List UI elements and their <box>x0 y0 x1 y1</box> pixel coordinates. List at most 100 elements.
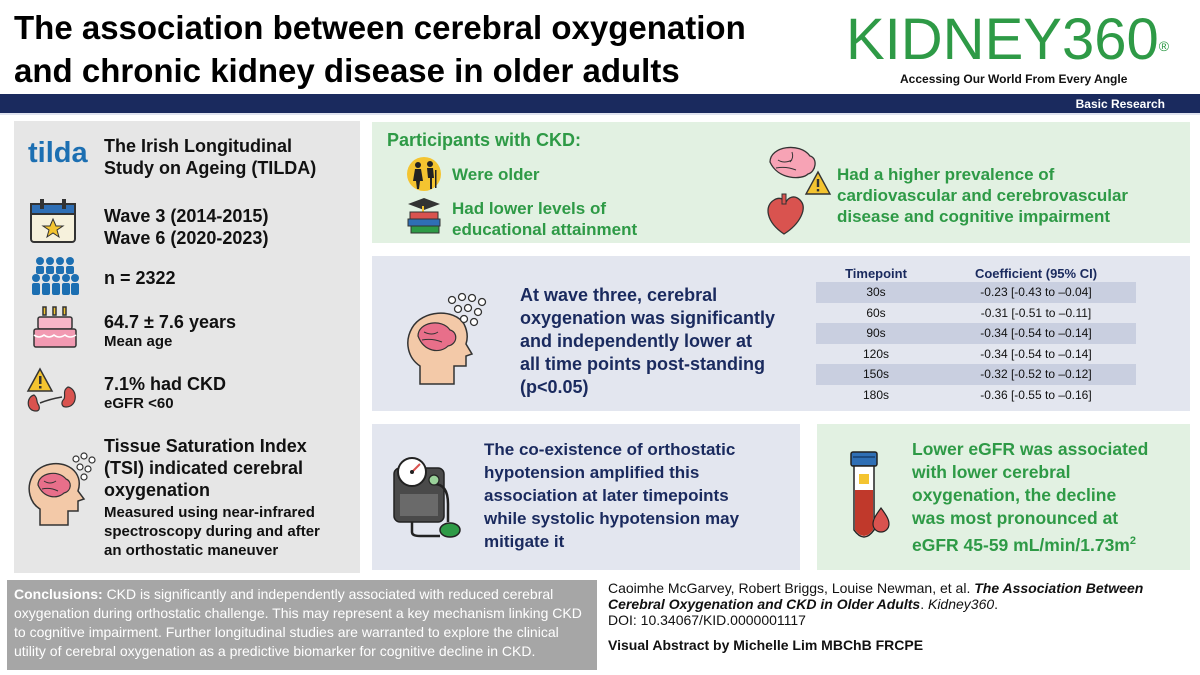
ckd-prevalence-text: Had a higher prevalence of cardiovascula… <box>837 164 1167 227</box>
timepoint-cell: 30s <box>866 285 886 300</box>
journal-tagline: Accessing Our World From Every Angle <box>900 72 1128 86</box>
coefficient-cell: -0.34 [-0.54 to –0.14] <box>980 346 1092 361</box>
study-name-line: The Irish Longitudinal <box>104 136 292 156</box>
citation: Caoimhe McGarvey, Robert Briggs, Louise … <box>608 580 1168 628</box>
brain-heart-warning-icon <box>767 146 832 235</box>
table-row: 30s -0.23 [-0.43 to –0.04] <box>816 282 1136 303</box>
timepoint-cell: 150s <box>862 367 890 382</box>
education-line: educational attainment <box>452 220 638 239</box>
tsi-detail-line: spectroscopy during and after <box>104 523 320 540</box>
orthostatic-line: association at later timepoints <box>484 486 729 505</box>
coefficient-cell: -0.31 [-0.51 to –0.11] <box>980 305 1092 320</box>
egfr-range: eGFR 45-59 mL/min/1.73m <box>912 534 1130 555</box>
study-name: The Irish Longitudinal Study on Ageing (… <box>104 135 316 179</box>
orthostatic-line: hypotension amplified this <box>484 463 700 482</box>
citation-sep: . <box>994 596 999 612</box>
coefficient-cell: -0.36 [-0.55 to –0.16] <box>980 387 1092 402</box>
tsi-detail-line: an orthostatic maneuver <box>104 542 279 559</box>
ckd-participants-panel: Participants with CKD: Were older Had lo… <box>372 122 1190 243</box>
egfr-line: was most pronounced at <box>912 508 1119 528</box>
coefficient-table: Timepoint Coefficient (95% CI) 30s -0.23 … <box>816 262 1136 405</box>
kidney-warning-icon <box>26 367 76 412</box>
prevalence-line: cardiovascular and cerebrovascular <box>837 186 1129 205</box>
citation-sep: . <box>920 596 925 612</box>
conclusions-label: Conclusions: <box>14 586 103 602</box>
mean-age-value: 64.7 ± 7.6 years <box>104 312 236 332</box>
header-bar <box>0 94 1200 113</box>
egfr-last-line: eGFR 45-59 mL/min/1.73m2 <box>912 530 1182 557</box>
journal-logo: KIDNEY360® <box>846 8 1169 72</box>
egfr-panel: Lower eGFR was associated with lower cer… <box>817 424 1190 570</box>
article-category: Basic Research <box>1075 97 1165 111</box>
prevalence-line: Had a higher prevalence of <box>837 165 1055 184</box>
citation-journal: Kidney360 <box>927 596 995 612</box>
egfr-line: oxygenation, the decline <box>912 485 1117 505</box>
timepoint-cell: 60s <box>866 305 886 320</box>
study-waves: Wave 3 (2014-2015) Wave 6 (2020-2023) <box>104 205 268 249</box>
prevalence-line: disease and cognitive impairment <box>837 207 1111 226</box>
wave-three-line: At wave three, cerebral <box>520 285 718 305</box>
education-line: Had lower levels of <box>452 199 606 218</box>
egfr-line: with lower cerebral <box>912 462 1071 482</box>
ckd-panel-title: Participants with CKD: <box>387 130 582 150</box>
orthostatic-line: while systolic hypotension may <box>484 509 740 528</box>
wave-three-line: all time points post-standing <box>520 354 766 374</box>
study-summary-panel: tilda The Irish Longitudinal Study on Ag… <box>14 121 360 573</box>
page-title: The association between cerebral oxygena… <box>14 6 814 92</box>
brain-head-icon <box>28 452 96 526</box>
orthostatic-text: The co-existence of orthostatic hypotens… <box>484 438 784 553</box>
tsi-heading: Tissue Saturation Index (TSI) indicated … <box>104 435 307 501</box>
timepoint-cell: 180s <box>862 387 890 402</box>
coefficient-cell: -0.34 [-0.54 to –0.14] <box>980 326 1092 341</box>
wave-three-line: (p<0.05) <box>520 377 589 397</box>
tsi-line: Tissue Saturation Index <box>104 436 307 456</box>
egfr-threshold: eGFR <60 <box>104 395 174 412</box>
brain-head-icon <box>407 292 487 385</box>
ckd-education: Had lower levels of educational attainme… <box>452 198 637 240</box>
title-line-2: and chronic kidney disease in older adul… <box>14 52 680 89</box>
egfr-line: Lower eGFR was associated <box>912 439 1149 459</box>
table-row: 150s -0.32 [-0.52 to –0.12] <box>816 364 1136 385</box>
citation-title: The Association Between Cerebral Oxygena… <box>608 580 1144 612</box>
citation-doi: DOI: 10.34067/KID.0000001117 <box>608 612 806 628</box>
tsi-detail: Measured using near-infrared spectroscop… <box>104 503 320 560</box>
wave-three-line: oxygenation was significantly <box>520 308 776 328</box>
journal-name: KIDNEY360 <box>846 7 1159 72</box>
birthday-cake-icon <box>33 306 77 348</box>
orthostatic-panel: The co-existence of orthostatic hypotens… <box>372 424 800 570</box>
coefficient-cell: -0.23 [-0.43 to –0.04] <box>980 285 1092 300</box>
superscript: 2 <box>1129 535 1136 547</box>
table-row: 180s -0.36 [-0.55 to –0.16] <box>816 385 1136 406</box>
header-bar-underline <box>0 113 1200 115</box>
citation-authors: Caoimhe McGarvey, Robert Briggs, Louise … <box>608 580 971 596</box>
coefficient-header: Coefficient (95% CI) <box>974 266 1098 281</box>
table-header: Timepoint Coefficient (95% CI) <box>816 262 1136 282</box>
ckd-older: Were older <box>452 165 540 184</box>
registered-mark: ® <box>1158 38 1170 54</box>
visual-abstract-credit: Visual Abstract by Michelle Lim MBChB FR… <box>608 637 924 653</box>
timepoint-cell: 90s <box>866 326 886 341</box>
elderly-couple-icon <box>407 157 441 191</box>
books-graduation-icon <box>407 198 441 234</box>
ckd-prevalence: 7.1% had CKD <box>104 374 227 394</box>
wave-three-line: and independently lower at <box>520 331 753 351</box>
mean-age-label: Mean age <box>104 333 173 350</box>
coefficient-cell: -0.32 [-0.52 to –0.12] <box>980 367 1092 382</box>
wave-three-text: At wave three, cerebral oxygenation was … <box>520 284 800 399</box>
wave-line: Wave 6 (2020-2023) <box>104 228 269 248</box>
conclusions-text: CKD is significantly and independently a… <box>14 586 582 659</box>
table-row: 120s -0.34 [-0.54 to –0.14] <box>816 344 1136 365</box>
tsi-detail-line: Measured using near-infrared <box>104 504 315 521</box>
timepoint-header: Timepoint <box>845 266 907 281</box>
wave-line: Wave 3 (2014-2015) <box>104 206 269 226</box>
sample-size: n = 2322 <box>104 268 176 288</box>
wave-three-panel: At wave three, cerebral oxygenation was … <box>372 256 1190 411</box>
table-row: 90s -0.34 [-0.54 to –0.14] <box>816 323 1136 344</box>
blood-test-tube-icon <box>850 451 890 538</box>
study-name-line: Study on Ageing (TILDA) <box>104 158 317 178</box>
tsi-line: oxygenation <box>104 480 211 500</box>
tilda-logo: tilda <box>28 137 88 169</box>
people-group-icon <box>32 257 79 295</box>
orthostatic-line: The co-existence of orthostatic <box>484 440 736 459</box>
title-line-1: The association between cerebral oxygena… <box>14 9 746 46</box>
